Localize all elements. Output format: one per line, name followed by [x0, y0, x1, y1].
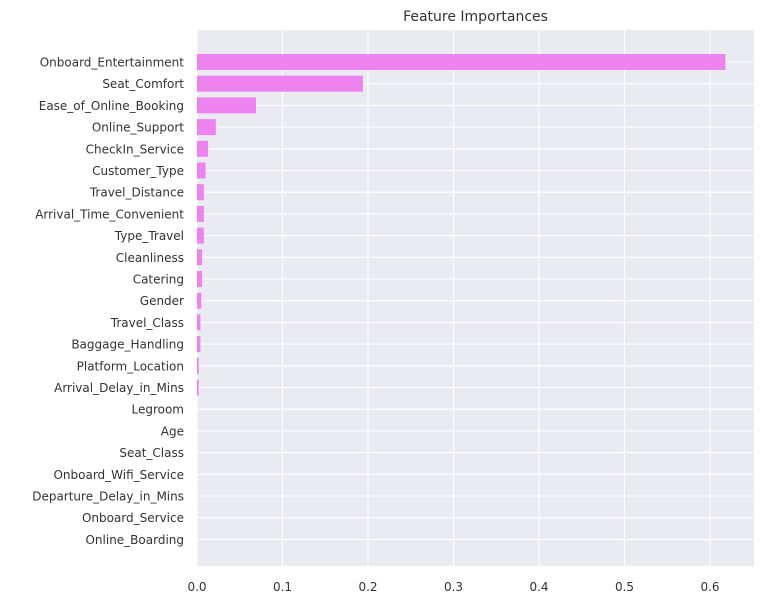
y-tick-label: Arrival_Delay_in_Mins	[54, 381, 184, 395]
x-tick-label: 0.1	[273, 580, 292, 594]
x-tick-labels: 0.0 0.1 0.2 0.3 0.4 0.5 0.6	[187, 580, 719, 594]
plot-background	[197, 30, 754, 566]
y-tick-label: Departure_Delay_in_Mins	[32, 490, 184, 504]
y-tick-label: Catering	[133, 273, 184, 287]
bar-catering	[197, 271, 203, 287]
y-tick-label: Onboard_Service	[82, 511, 184, 525]
y-tick-label: Arrival_Time_Convenient	[35, 207, 184, 221]
y-tick-label: Ease_of_Online_Booking	[39, 99, 184, 113]
y-tick-label: Age	[161, 424, 184, 438]
bar-cleanliness	[197, 249, 203, 266]
y-tick-label: Seat_Comfort	[102, 77, 184, 91]
y-tick-label: Onboard_Entertainment	[40, 56, 185, 70]
chart-title: Feature Importances	[403, 9, 548, 25]
y-tick-label: Baggage_Handling	[71, 338, 184, 352]
y-tick-label: Gender	[140, 294, 184, 308]
x-tick-label: 0.6	[700, 580, 719, 594]
y-tick-label: Onboard_Wifi_Service	[53, 468, 184, 482]
y-tick-label: Travel_Distance	[89, 186, 184, 200]
bar-baggage-handling	[197, 336, 201, 353]
bar-gender	[197, 292, 202, 309]
bar-travel-class	[197, 314, 201, 331]
bar-travel-distance	[197, 184, 204, 201]
bars	[197, 54, 726, 396]
grid-lines	[196, 30, 754, 566]
x-tick-label: 0.2	[358, 580, 377, 594]
x-tick-label: 0.0	[187, 580, 206, 594]
y-tick-label: Travel_Class	[110, 316, 184, 330]
bar-checkin-service	[197, 140, 209, 157]
bar-ease-of-online-booking	[197, 97, 256, 114]
y-tick-label: Customer_Type	[92, 164, 184, 178]
bar-seat-comfort	[197, 75, 363, 92]
y-tick-label: Online_Support	[92, 121, 184, 135]
y-tick-label: Legroom	[131, 403, 184, 417]
y-tick-label: Online_Boarding	[85, 533, 184, 547]
x-tick-label: 0.4	[529, 580, 548, 594]
bar-customer-type	[197, 162, 206, 179]
y-tick-labels: Onboard_Entertainment Seat_Comfort Ease_of…	[32, 56, 184, 547]
bar-online-support	[197, 119, 216, 136]
y-tick-label: Seat_Class	[119, 446, 184, 460]
bar-platform-location	[197, 357, 199, 374]
y-tick-label: Platform_Location	[77, 359, 184, 373]
x-tick-label: 0.3	[444, 580, 463, 594]
bar-onboard-entertainment	[197, 54, 726, 70]
x-tick-label: 0.5	[615, 580, 634, 594]
bar-type-travel	[197, 227, 204, 244]
y-tick-label: Cleanliness	[116, 251, 184, 265]
y-tick-label: Type_Travel	[114, 229, 184, 243]
y-tick-label: CheckIn_Service	[86, 142, 184, 156]
bar-arrival-delay-in-mins	[197, 379, 199, 396]
bar-arrival-time-convenient	[197, 205, 204, 222]
